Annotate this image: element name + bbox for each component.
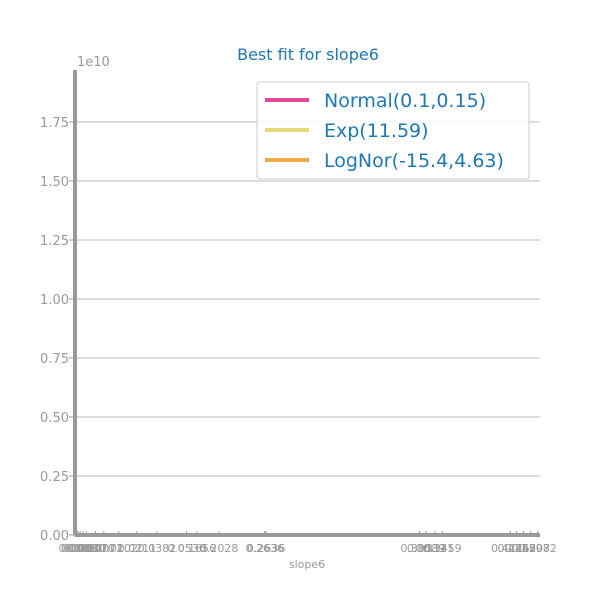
x-tick-label: 0.2028 — [200, 542, 239, 555]
legend-box — [256, 81, 530, 180]
x-tick-label: 0.1656 — [178, 542, 217, 555]
xtick-layer: 0.00.00010.00030.00100.00300.00700.00720… — [59, 531, 557, 555]
legend-label-1: Exp(11.59) — [324, 120, 429, 142]
x-tick-label: 0.5082 — [518, 542, 557, 555]
x-tick-label: 0.4226 — [491, 542, 530, 555]
x-tick-label: 0.4362 — [498, 542, 537, 555]
x-tick-label: 0.0102 — [99, 542, 138, 555]
legend-label-0: Normal(0.1,0.15) — [324, 90, 486, 112]
y-tick-label: 1.75 — [40, 116, 69, 131]
ytick-layer: 0.00 0.25 0.50 0.75 1.00 1.25 1.50 1.75 — [40, 116, 75, 544]
y-tick-label: 1.00 — [40, 293, 69, 308]
x-tick-label: 0.4580 — [504, 542, 543, 555]
y-tick-label: 0.75 — [40, 352, 69, 367]
x-tick-label: 0.3121 — [416, 542, 455, 555]
x-tick-label: 0.0001 — [59, 542, 98, 555]
x-tick-label: 0.4797 — [511, 542, 550, 555]
y-tick-label: 1.25 — [40, 234, 69, 249]
x-tick-label: 0.0536 — [167, 542, 206, 555]
y-tick-label: 0.50 — [40, 411, 69, 426]
chart-title: Best fit for slope6 — [237, 45, 379, 64]
axis-layer — [73, 70, 540, 537]
legend-label-2: LogNor(-15.4,4.63) — [324, 150, 504, 172]
x-tick-label: 0.0070 — [76, 542, 115, 555]
y-tick-label: 0.25 — [40, 470, 69, 485]
x-tick-label: 0.0003 — [61, 542, 100, 555]
y-multiplier: 1e10 — [77, 55, 110, 70]
legend-items: Normal(0.1,0.15) Exp(11.59) LogNor(-15.4,4… — [265, 90, 504, 172]
x-tick-label: 0.3459 — [423, 542, 462, 555]
legend: Normal(0.1,0.15) Exp(11.59) LogNor(-15.4,4… — [256, 81, 530, 180]
x-tick-label: 0.3089 — [407, 542, 446, 555]
x-axis-label: slope6 — [289, 558, 325, 571]
x-tick-label: 0.0072 — [85, 542, 124, 555]
x-tick-label: 0.0211 — [118, 542, 157, 555]
x-tick-label: 0.2636 — [247, 542, 286, 555]
x-tick-label: 0.0 — [66, 542, 84, 555]
x-tick-label: 0.0382 — [138, 542, 177, 555]
y-tick-label: 1.50 — [40, 175, 69, 190]
y-tick-label: 0.00 — [40, 529, 69, 544]
x-tick-label: 0.2636 — [245, 542, 284, 555]
x-tick-label: 0.0010 — [64, 542, 103, 555]
x-tick-label: 0.0030 — [67, 542, 106, 555]
grid-layer — [75, 121, 540, 477]
x-tick-label: 0.3053 — [400, 542, 439, 555]
